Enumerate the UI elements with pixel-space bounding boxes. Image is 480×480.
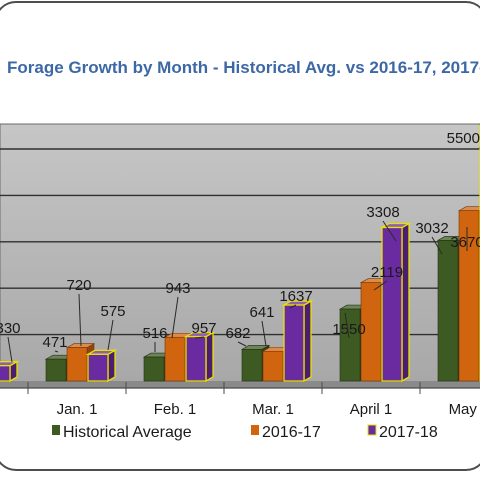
data-label: 5500 xyxy=(447,130,480,147)
legend-item: 2016-17 xyxy=(251,424,321,441)
data-label: 471 xyxy=(42,334,67,351)
legend-item: Historical Average xyxy=(52,424,192,441)
leader-line xyxy=(382,220,397,242)
leader-line xyxy=(344,312,350,339)
plot-floor xyxy=(0,382,480,388)
legend-label: Historical Average xyxy=(63,424,192,441)
leader-line xyxy=(289,304,297,309)
legend-label: 2017-18 xyxy=(379,424,438,441)
leader-line xyxy=(261,320,267,347)
x-tick-label: May 1 xyxy=(449,401,480,418)
data-label: 3670 xyxy=(450,234,480,251)
data-label: 720 xyxy=(66,277,91,294)
leader-line xyxy=(7,336,13,363)
leader-line xyxy=(373,280,388,291)
x-axis-labels: Dec. 1 Jan. 1 Feb. 1 Mar. 1 April 1 May 1 xyxy=(0,401,480,418)
bar xyxy=(281,299,314,383)
x-tick-label: Feb. 1 xyxy=(154,401,197,418)
legend: Historical Average 2016-17 2017-18 xyxy=(52,424,438,441)
leader-line xyxy=(54,350,59,353)
bar xyxy=(379,222,412,383)
leader-line xyxy=(194,336,205,339)
x-tick-label: Mar. 1 xyxy=(252,401,294,418)
data-label: 330 xyxy=(0,320,21,337)
leader-line xyxy=(431,236,443,255)
leader-line xyxy=(78,293,82,347)
data-label: 682 xyxy=(225,325,250,342)
data-labels: 471 516 682 1550 3032 720 943 641 2119 3670 330 575… xyxy=(0,130,480,363)
legend-swatch xyxy=(367,424,377,436)
data-label: 2119 xyxy=(371,264,403,281)
data-label: 575 xyxy=(100,303,125,320)
data-label: 641 xyxy=(249,304,274,321)
x-axis-ticks xyxy=(27,382,421,394)
legend-swatch xyxy=(251,425,259,435)
data-label: 3308 xyxy=(366,204,399,221)
data-label: 957 xyxy=(191,320,216,337)
leader-line xyxy=(107,319,114,351)
x-tick-label: April 1 xyxy=(350,401,393,418)
data-label: 516 xyxy=(142,325,167,342)
bar xyxy=(457,206,480,382)
bars xyxy=(0,125,480,383)
legend-item: 2017-18 xyxy=(367,424,438,441)
bar xyxy=(85,349,118,383)
leader-line xyxy=(171,296,179,339)
bar xyxy=(0,360,20,383)
data-label: 3032 xyxy=(415,220,448,237)
leader-line xyxy=(237,341,247,347)
data-label: 943 xyxy=(165,280,190,297)
x-tick-label: Jan. 1 xyxy=(57,401,98,418)
data-label: 1550 xyxy=(332,321,365,338)
bar xyxy=(183,331,216,383)
x-tick-label: Dec. 1 xyxy=(0,401,1,418)
legend-swatch xyxy=(52,425,60,435)
data-label: 1637 xyxy=(279,288,312,305)
chart-title: Forage Growth by Month - Historical Avg.… xyxy=(7,58,480,77)
legend-label: 2016-17 xyxy=(262,424,321,441)
